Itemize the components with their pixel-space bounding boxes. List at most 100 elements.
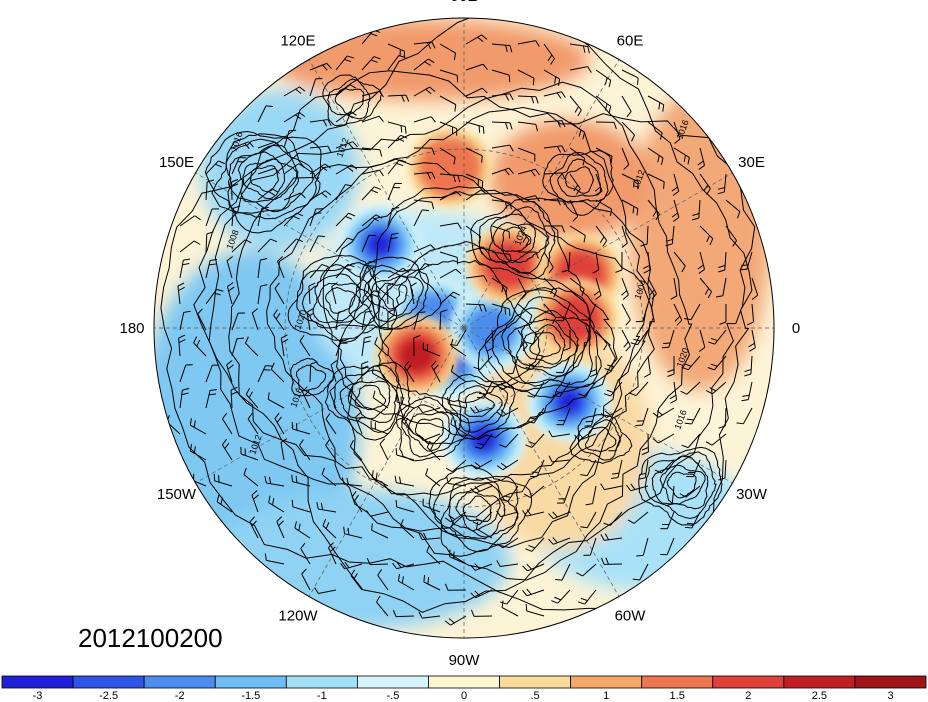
wind-barb bbox=[548, 430, 571, 438]
wind-barb bbox=[647, 173, 665, 189]
wind-barb bbox=[274, 282, 285, 305]
wind-barb bbox=[309, 361, 318, 383]
wind-barb bbox=[425, 468, 441, 487]
isobar bbox=[455, 491, 501, 532]
wind-barb bbox=[372, 390, 389, 409]
wind-barb bbox=[335, 55, 355, 71]
isobar bbox=[237, 151, 298, 203]
wind-barb bbox=[301, 568, 311, 591]
isobar bbox=[432, 475, 519, 553]
wind-barb bbox=[569, 225, 586, 243]
wind-barb bbox=[329, 386, 337, 409]
wind-barb bbox=[491, 69, 511, 83]
wind-barb bbox=[660, 511, 675, 530]
wind-barb bbox=[543, 277, 558, 298]
wind-barb bbox=[413, 171, 436, 180]
wind-barb bbox=[309, 119, 332, 127]
wind-barb bbox=[361, 56, 381, 71]
colorbar-tick-label: 2.5 bbox=[812, 690, 827, 702]
wind-barb bbox=[491, 251, 512, 262]
wind-barb bbox=[548, 511, 571, 520]
wind-barb bbox=[205, 364, 220, 383]
wind-barb bbox=[522, 588, 545, 597]
wind-barb bbox=[517, 225, 530, 247]
wind-barb bbox=[621, 147, 630, 170]
wind-barb bbox=[257, 284, 268, 305]
isobar bbox=[457, 385, 504, 424]
wind-barb bbox=[205, 208, 220, 227]
wind-barb bbox=[387, 267, 410, 279]
wind-barb bbox=[517, 251, 539, 259]
wind-barb bbox=[577, 381, 597, 397]
isobar bbox=[287, 254, 396, 342]
wind-barb bbox=[496, 537, 519, 549]
wind-barb bbox=[444, 583, 467, 591]
wind-barb bbox=[335, 141, 358, 149]
wind-barb bbox=[205, 288, 224, 305]
wind-barb bbox=[543, 120, 566, 128]
isobar bbox=[440, 477, 519, 540]
wind-barb bbox=[647, 95, 665, 112]
isobar bbox=[507, 309, 580, 377]
isobar bbox=[324, 361, 411, 441]
wind-barb bbox=[439, 173, 461, 183]
wind-barb bbox=[491, 144, 514, 152]
wind-barb bbox=[335, 111, 357, 123]
wind-barb bbox=[335, 164, 358, 175]
wind-barb bbox=[247, 412, 259, 435]
wind-barb bbox=[576, 563, 597, 577]
wind-barb bbox=[361, 115, 384, 123]
colorbar-swatch bbox=[72, 675, 145, 689]
isobar bbox=[549, 151, 609, 204]
wind-barb bbox=[283, 163, 305, 175]
wind-barb bbox=[350, 569, 363, 591]
wind-barb bbox=[257, 167, 280, 175]
wind-barb bbox=[718, 459, 727, 481]
wind-barb bbox=[276, 516, 285, 539]
wind-barb bbox=[707, 355, 727, 371]
meridian-line bbox=[463, 172, 733, 329]
wind-barb bbox=[725, 199, 741, 219]
colorbar-tick-label: -2.5 bbox=[99, 690, 118, 702]
colorbar-tick-label: 1.5 bbox=[670, 690, 685, 702]
wind-barb bbox=[283, 212, 304, 227]
wind-barb bbox=[470, 589, 493, 599]
wind-barb bbox=[491, 199, 512, 210]
wind-barb bbox=[376, 595, 389, 617]
wind-barb bbox=[439, 69, 459, 83]
wind-barb bbox=[450, 338, 467, 357]
wind-barb bbox=[392, 561, 415, 570]
wind-barb bbox=[470, 609, 493, 617]
wind-barb bbox=[276, 256, 285, 279]
wind-barb bbox=[335, 84, 357, 97]
wind-barb bbox=[525, 433, 545, 448]
wind-barb bbox=[583, 537, 597, 556]
wind-barb bbox=[330, 360, 338, 383]
wind-barb bbox=[299, 335, 311, 357]
colorbar-swatch bbox=[285, 675, 358, 689]
wind-barb bbox=[325, 413, 337, 435]
wind-barb bbox=[603, 511, 623, 527]
wind-barb bbox=[361, 336, 372, 357]
isobar bbox=[564, 166, 594, 194]
wind-barb bbox=[652, 407, 675, 418]
wind-barb bbox=[309, 163, 331, 175]
wind-barb bbox=[387, 207, 400, 227]
wind-barb bbox=[404, 360, 415, 383]
meridian-line bbox=[463, 59, 620, 329]
wind-barb bbox=[517, 329, 528, 352]
wind-barb bbox=[739, 251, 753, 271]
wind-barb bbox=[283, 111, 306, 123]
wind-barb bbox=[517, 147, 536, 162]
isobar bbox=[484, 289, 602, 391]
colorbar-swatch bbox=[214, 675, 287, 689]
wind-barb bbox=[581, 303, 597, 321]
wind-barb bbox=[335, 310, 346, 331]
wind-barb bbox=[450, 364, 467, 383]
wind-barb bbox=[387, 134, 408, 149]
colorbar-swatch bbox=[854, 675, 927, 689]
wind-barb bbox=[226, 360, 234, 383]
wind-barb bbox=[422, 498, 441, 513]
wind-barb bbox=[630, 329, 649, 346]
wind-barb bbox=[309, 62, 332, 71]
